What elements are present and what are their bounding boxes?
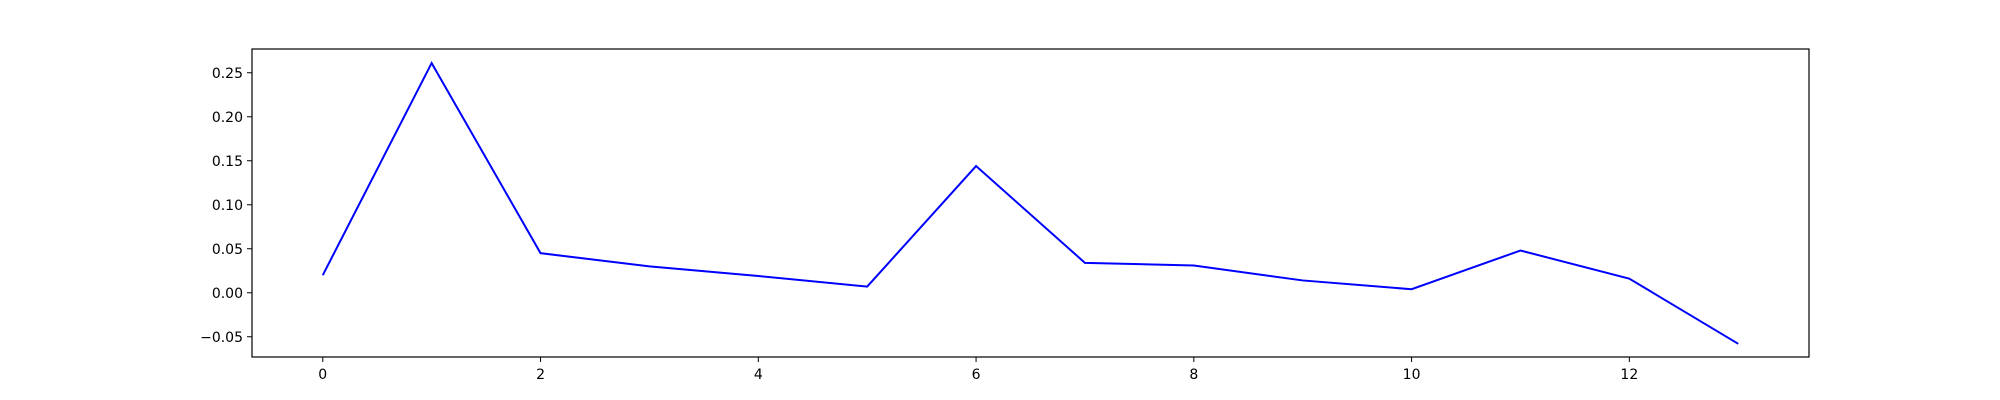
- y-tick-label: 0.05: [212, 242, 243, 258]
- y-tick-label: 0.00: [212, 286, 243, 302]
- series-layer: [321, 60, 1739, 345]
- x-tick-label: 10: [1403, 367, 1421, 383]
- x-tick-label: 12: [1620, 367, 1638, 383]
- y-tick-label: 0.20: [212, 110, 243, 126]
- y-tick-label: 0.15: [212, 154, 243, 170]
- series-line: [321, 60, 1739, 345]
- x-tick-label: 2: [536, 367, 545, 383]
- y-axis: −0.05 0.00 0.05 0.10 0.15 0.20 0.25: [200, 66, 252, 346]
- x-tick-label: 0: [318, 367, 327, 383]
- x-tick-label: 8: [1189, 367, 1198, 383]
- y-tick-label: 0.10: [212, 198, 243, 214]
- x-tick-label: 6: [972, 367, 981, 383]
- x-tick-label: 4: [754, 367, 763, 383]
- x-axis: 0 2 4 6 8 10 12: [318, 357, 1638, 383]
- y-tick-label: 0.25: [212, 66, 243, 82]
- y-tick-label: −0.05: [200, 330, 243, 346]
- axes-frame: [251, 48, 1810, 358]
